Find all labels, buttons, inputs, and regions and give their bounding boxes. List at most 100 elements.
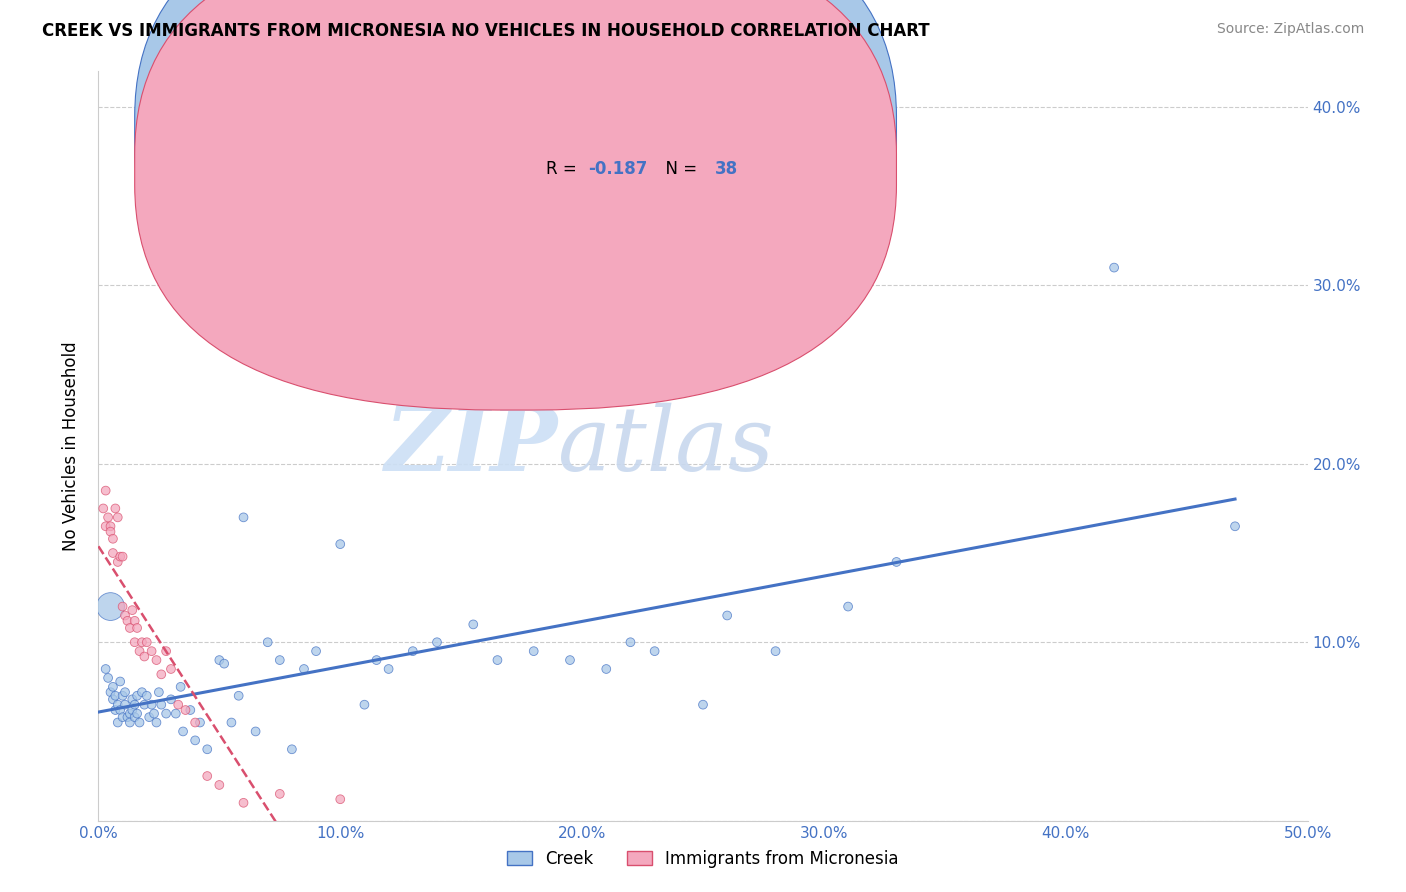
Point — [143, 706, 166, 721]
Point — [172, 724, 194, 739]
Point — [111, 710, 134, 724]
Point — [97, 671, 120, 685]
Point — [377, 662, 399, 676]
Point — [117, 614, 139, 628]
Text: -0.187: -0.187 — [588, 160, 648, 178]
Point — [107, 555, 129, 569]
Point — [145, 715, 167, 730]
Point — [523, 644, 546, 658]
Point — [208, 653, 231, 667]
FancyBboxPatch shape — [135, 0, 897, 373]
Point — [150, 698, 173, 712]
Text: atlas: atlas — [558, 402, 773, 490]
Point — [165, 706, 187, 721]
Point — [97, 510, 120, 524]
Point — [366, 653, 388, 667]
Point — [184, 715, 207, 730]
Point — [107, 510, 129, 524]
Point — [104, 501, 127, 516]
Point — [100, 519, 122, 533]
Point — [145, 653, 167, 667]
Point — [108, 703, 131, 717]
Text: Source: ZipAtlas.com: Source: ZipAtlas.com — [1216, 22, 1364, 37]
Point — [256, 635, 278, 649]
Point — [111, 549, 134, 564]
Point — [107, 698, 129, 712]
Text: R =: R = — [546, 160, 582, 178]
Point — [463, 617, 485, 632]
Text: CREEK VS IMMIGRANTS FROM MICRONESIA NO VEHICLES IN HOUSEHOLD CORRELATION CHART: CREEK VS IMMIGRANTS FROM MICRONESIA NO V… — [42, 22, 929, 40]
Point — [94, 662, 117, 676]
Point — [117, 710, 139, 724]
Text: 0.347: 0.347 — [588, 122, 641, 140]
Point — [329, 792, 352, 806]
Text: N =: N = — [655, 160, 702, 178]
Point — [886, 555, 908, 569]
Point — [228, 689, 250, 703]
Point — [100, 685, 122, 699]
Point — [127, 706, 149, 721]
Point — [644, 644, 666, 658]
Point — [131, 685, 153, 699]
Point — [131, 635, 153, 649]
Point — [101, 532, 124, 546]
Point — [114, 685, 136, 699]
Point — [124, 698, 146, 712]
Point — [114, 698, 136, 712]
Point — [837, 599, 859, 614]
Point — [127, 621, 149, 635]
Point — [124, 635, 146, 649]
Point — [118, 715, 141, 730]
Point — [212, 657, 235, 671]
Point — [121, 692, 143, 706]
Point — [221, 715, 243, 730]
Point — [1102, 260, 1125, 275]
Point — [155, 706, 177, 721]
Text: 38: 38 — [716, 160, 738, 178]
Point — [426, 635, 449, 649]
Point — [114, 608, 136, 623]
Point — [107, 715, 129, 730]
Point — [765, 644, 787, 658]
Point — [138, 710, 160, 724]
Point — [141, 698, 163, 712]
Point — [269, 653, 291, 667]
FancyBboxPatch shape — [135, 0, 897, 410]
Point — [232, 510, 254, 524]
Point — [108, 549, 131, 564]
Point — [135, 635, 157, 649]
Point — [155, 644, 177, 658]
Point — [179, 703, 201, 717]
Point — [169, 680, 191, 694]
Point — [101, 692, 124, 706]
Y-axis label: No Vehicles in Household: No Vehicles in Household — [62, 341, 80, 551]
Point — [692, 698, 714, 712]
Text: N =: N = — [655, 122, 702, 140]
Point — [127, 689, 149, 703]
Text: ZIP: ZIP — [384, 403, 558, 489]
Point — [94, 483, 117, 498]
Point — [135, 689, 157, 703]
Point — [121, 603, 143, 617]
Point — [281, 742, 304, 756]
Point — [595, 662, 617, 676]
Point — [91, 501, 114, 516]
Point — [118, 706, 141, 721]
Point — [134, 698, 156, 712]
Point — [100, 524, 122, 539]
Point — [269, 787, 291, 801]
Point — [104, 703, 127, 717]
Point — [232, 796, 254, 810]
Point — [141, 644, 163, 658]
Point — [195, 769, 218, 783]
Point — [124, 710, 146, 724]
Text: 75: 75 — [716, 122, 738, 140]
Point — [108, 674, 131, 689]
Point — [188, 715, 211, 730]
Point — [329, 537, 352, 551]
Point — [100, 599, 122, 614]
Text: R =: R = — [546, 122, 582, 140]
Point — [128, 715, 150, 730]
Point — [558, 653, 581, 667]
Point — [353, 698, 375, 712]
